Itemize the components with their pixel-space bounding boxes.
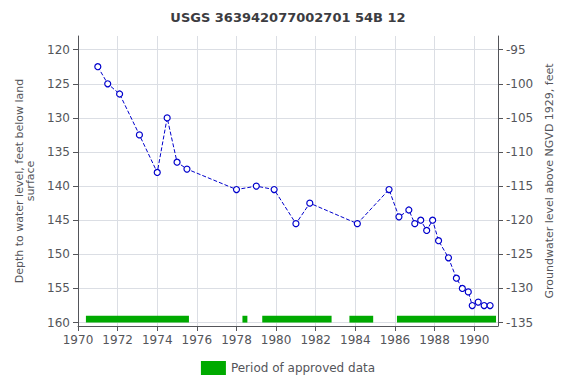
svg-text:-105: -105 xyxy=(506,111,533,125)
svg-text:120: 120 xyxy=(47,43,70,57)
svg-text:1980: 1980 xyxy=(261,333,292,347)
svg-text:1974: 1974 xyxy=(142,333,173,347)
svg-text:Period of approved data: Period of approved data xyxy=(231,361,375,375)
svg-text:1988: 1988 xyxy=(419,333,450,347)
svg-text:-110: -110 xyxy=(506,145,533,159)
svg-text:1986: 1986 xyxy=(380,333,411,347)
svg-text:-125: -125 xyxy=(506,247,533,261)
svg-text:1976: 1976 xyxy=(182,333,213,347)
svg-text:150: 150 xyxy=(47,247,70,261)
svg-text:-115: -115 xyxy=(506,179,533,193)
svg-text:125: 125 xyxy=(47,77,70,91)
svg-text:1978: 1978 xyxy=(221,333,252,347)
svg-text:-135: -135 xyxy=(506,316,533,330)
svg-text:1990: 1990 xyxy=(459,333,490,347)
svg-text:160: 160 xyxy=(47,316,70,330)
svg-text:surface: surface xyxy=(24,160,37,201)
svg-text:-100: -100 xyxy=(506,77,533,91)
svg-text:-130: -130 xyxy=(506,281,533,295)
svg-text:135: 135 xyxy=(47,145,70,159)
svg-text:1970: 1970 xyxy=(63,333,94,347)
svg-text:1972: 1972 xyxy=(102,333,133,347)
svg-text:-95: -95 xyxy=(506,43,526,57)
svg-text:Depth to water level, feet bel: Depth to water level, feet below land xyxy=(13,78,27,284)
svg-text:140: 140 xyxy=(47,179,70,193)
svg-text:155: 155 xyxy=(47,281,70,295)
svg-text:-120: -120 xyxy=(506,213,533,227)
svg-text:Groundwater level above NGVD 1: Groundwater level above NGVD 1929, feet xyxy=(543,63,556,299)
svg-text:145: 145 xyxy=(47,213,70,227)
svg-text:1984: 1984 xyxy=(340,333,371,347)
svg-text:130: 130 xyxy=(47,111,70,125)
svg-text:USGS 363942077002701 54B 12: USGS 363942077002701 54B 12 xyxy=(170,10,405,25)
svg-text:1982: 1982 xyxy=(300,333,331,347)
